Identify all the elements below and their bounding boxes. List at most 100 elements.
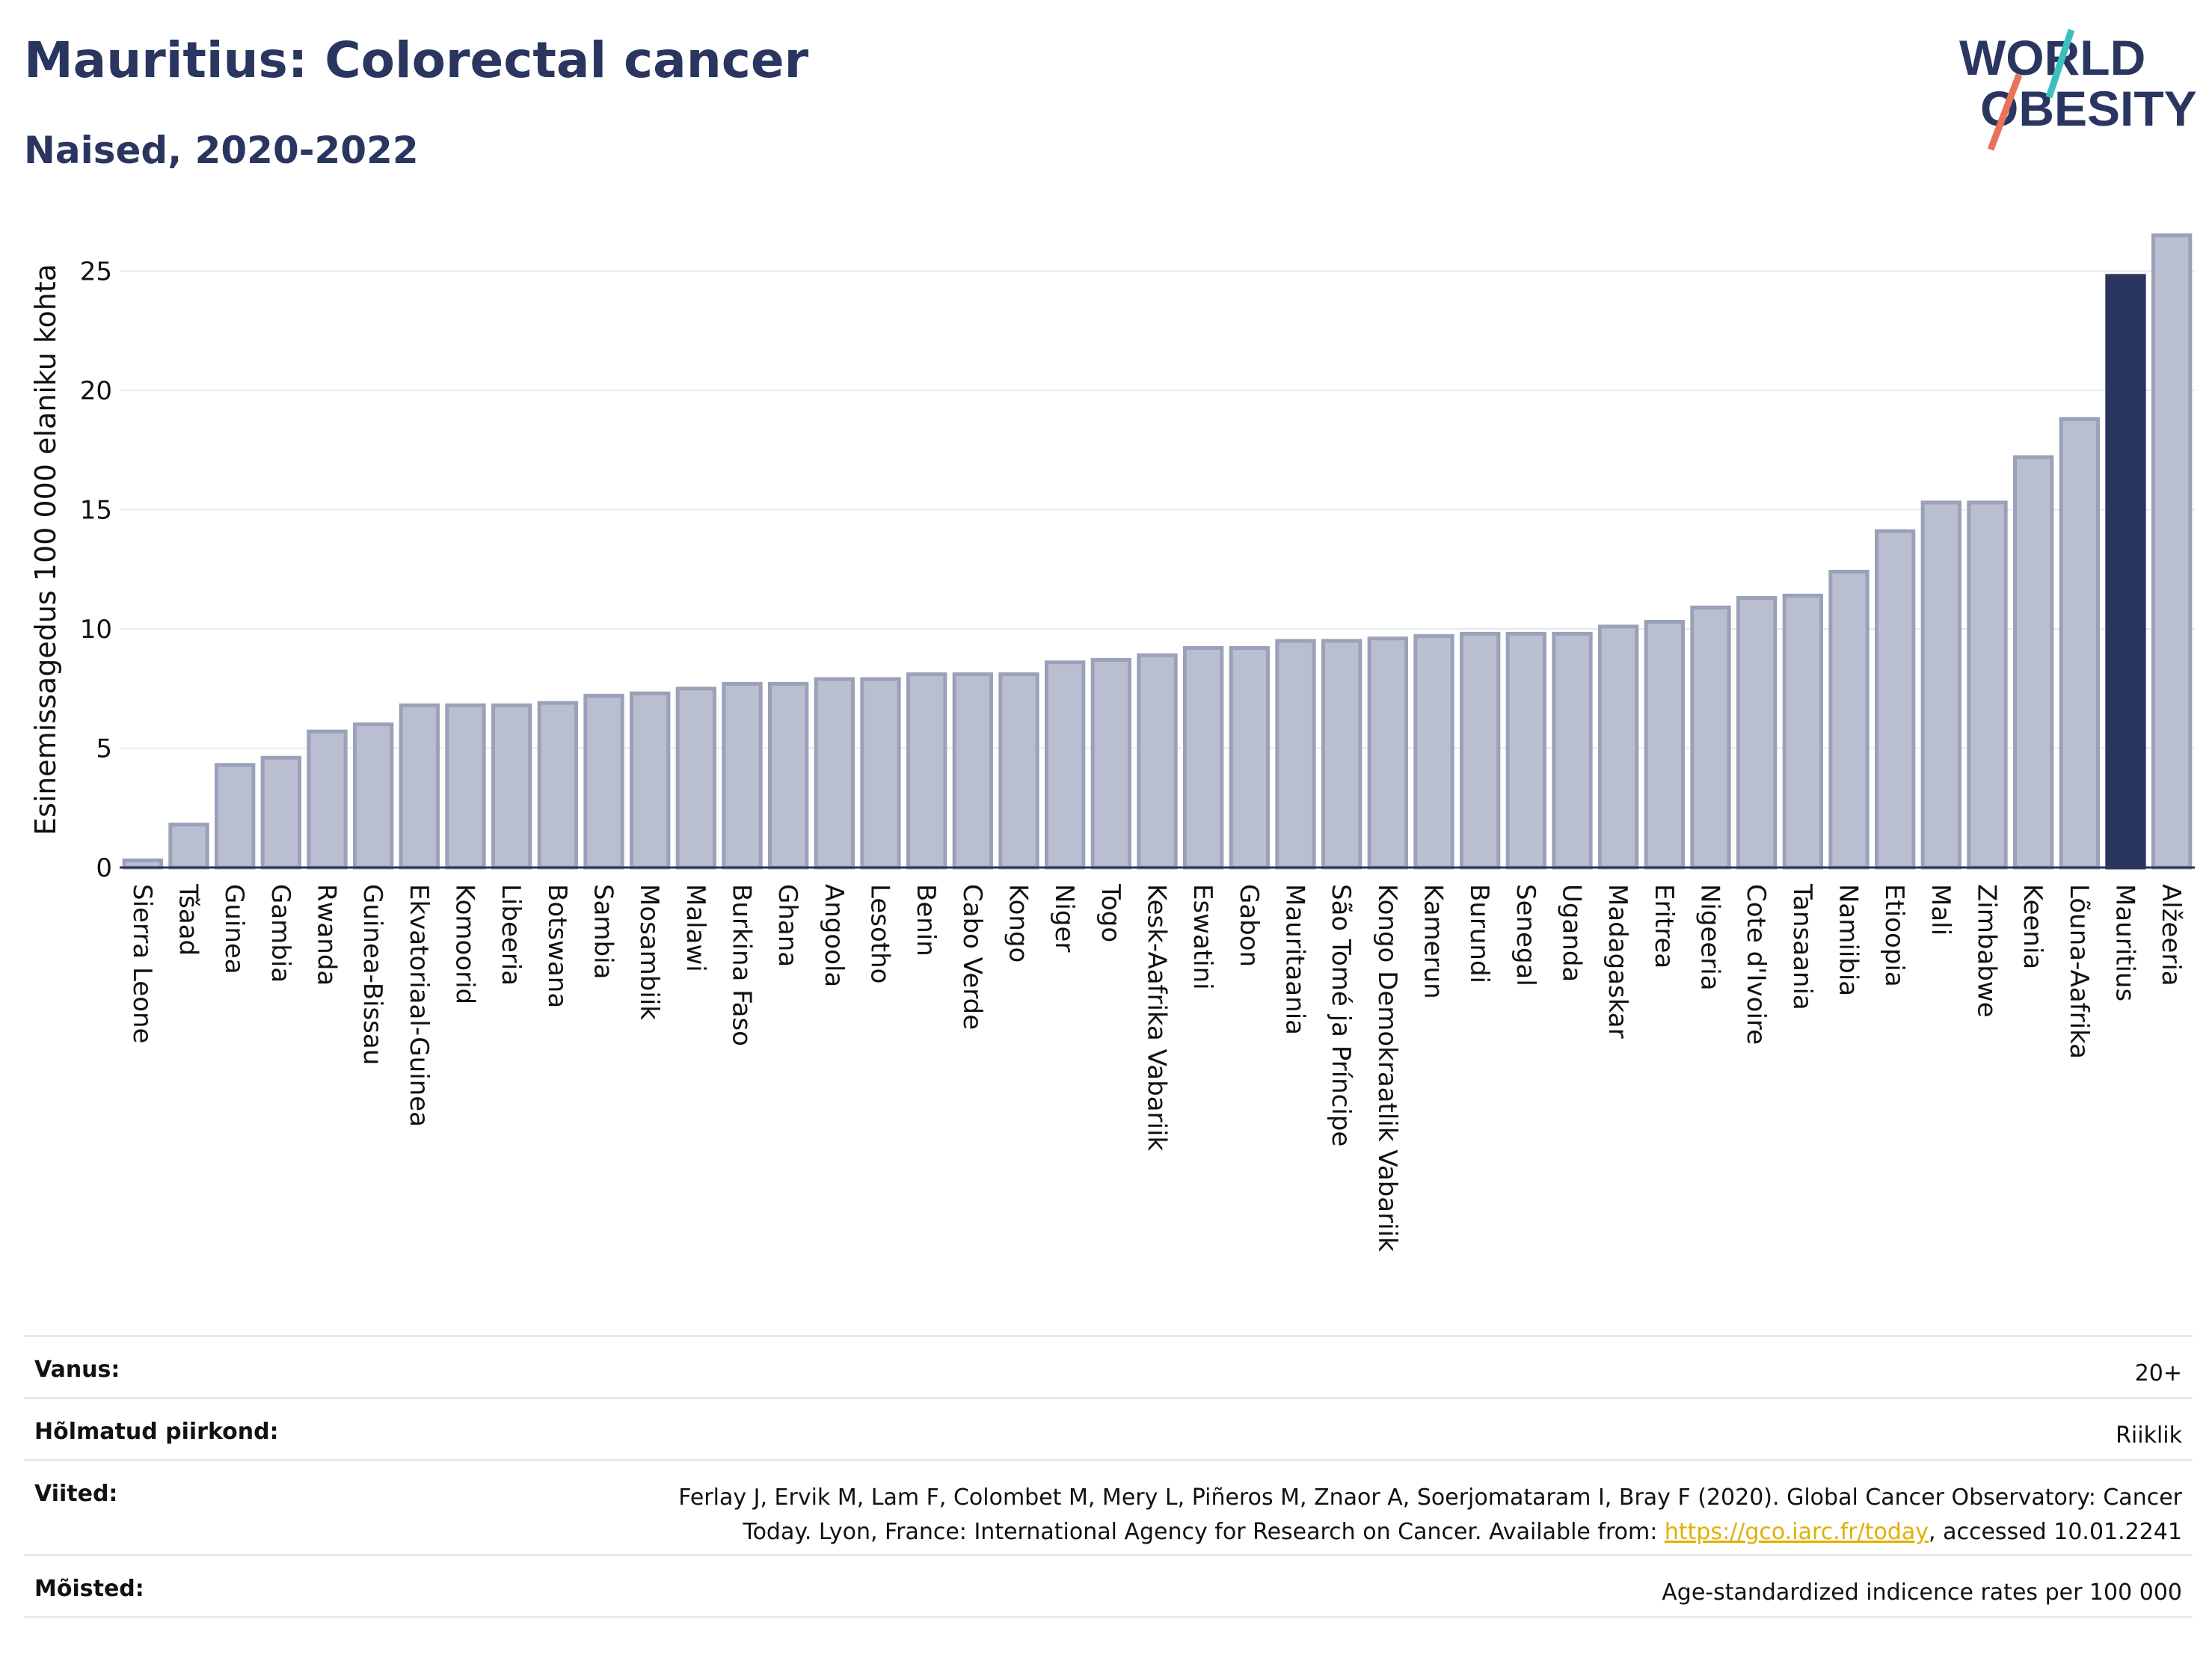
regions-value: Riiklik [2116, 1422, 2182, 1449]
bar [768, 681, 809, 870]
bar [998, 672, 1039, 870]
footer-row-references: Viited: Ferlay J, Ervik M, Lam F, Colomb… [24, 1459, 2193, 1554]
x-tick-label: Benin [911, 884, 941, 957]
bar [491, 703, 532, 870]
bar [1321, 639, 1362, 870]
x-tick-label: Eswatini [1188, 884, 1217, 990]
bar [2013, 455, 2054, 870]
bar [445, 703, 486, 870]
chart-footer: Vanus: 20+ Hõlmatud piirkond: Riiklik Vi… [24, 1335, 2193, 1618]
bar [1875, 529, 1916, 870]
x-tick-label: Lõuna-Aafrika [2064, 884, 2094, 1059]
x-tick-label: Senegal [1511, 884, 1540, 986]
bars [122, 233, 2193, 870]
bar [1967, 500, 2008, 870]
x-tick-label: Etioopia [1879, 884, 1909, 987]
x-tick-label: São Tomé ja Príncipe [1326, 884, 1356, 1146]
y-tick-label: 0 [96, 853, 112, 883]
x-tick-label: Zimbabwe [1972, 884, 2002, 1018]
x-tick-label: Kamerun [1419, 884, 1448, 999]
refs-line2-pre: Today. Lyon, France: International Agenc… [743, 1519, 1665, 1545]
x-tick-label: Mauritius [2110, 884, 2140, 1001]
refs-line2: Today. Lyon, France: International Agenc… [547, 1515, 2182, 1550]
bar [814, 677, 855, 870]
x-tick-label: Cabo Verde [957, 884, 987, 1030]
x-tick-label: Tansaania [1787, 883, 1817, 1010]
bar [260, 755, 301, 870]
bar-chart: 0 5 10 15 20 25 Sierra Leone Tšaad Guinea Gambia… [29, 233, 2195, 1252]
y-axis-label: Esinemissagedus 100 000 elaniku kohta [29, 264, 62, 835]
bar [1690, 605, 1731, 870]
bar [1090, 657, 1131, 870]
refs-line2-post: , accessed 10.01.2241 [1929, 1519, 2182, 1545]
y-tick-label: 5 [96, 734, 112, 764]
regions-label: Hõlmatud piirkond: [34, 1419, 279, 1445]
x-tick-label: Kongo Demokraatlik Vabariik [1372, 884, 1402, 1252]
logo-slash-teal [2045, 28, 2075, 99]
bar [630, 691, 671, 870]
bar [906, 672, 947, 870]
logo-line1: WORLD [1959, 30, 2145, 85]
x-tick-label: Kesk-Aafrika Vabariik [1142, 884, 1172, 1151]
bar [537, 701, 579, 870]
bar [860, 677, 901, 870]
bar [952, 672, 993, 870]
bar [1552, 631, 1593, 870]
x-tick-label: Komoorid [450, 884, 480, 1004]
y-tick-label: 15 [80, 496, 112, 526]
bar [1367, 636, 1408, 870]
footer-row-regions: Hõlmatud piirkond: Riiklik [24, 1397, 2193, 1459]
bar [307, 729, 348, 870]
x-tick-label: Botswana [542, 884, 572, 1008]
refs-label: Viited: [34, 1481, 118, 1507]
bar [1598, 624, 1639, 870]
page-title: Mauritius: Colorectal cancer [24, 31, 809, 89]
x-tick-label: Namiibia [1834, 884, 1864, 996]
bar [1644, 619, 1686, 870]
bar [399, 703, 440, 870]
bar [168, 823, 209, 870]
x-tick-label: Sambia [589, 884, 618, 979]
x-tick-label: Nigeeria [1695, 884, 1725, 991]
x-tick-label: Keenia [2018, 884, 2047, 969]
x-tick-label: Angoola [819, 884, 849, 987]
bar [2059, 417, 2101, 870]
bar [1275, 639, 1316, 870]
footer-row-age: Vanus: 20+ [24, 1335, 2193, 1397]
x-tick-label: Burkina Faso [727, 884, 757, 1046]
refs-line1: Ferlay J, Ervik M, Lam F, Colombet M, Me… [678, 1484, 2182, 1511]
bar [1736, 596, 1778, 870]
x-tick-label: Guinea [219, 884, 249, 974]
page-subtitle: Naised, 2020-2022 [24, 129, 419, 172]
bar [1505, 631, 1546, 870]
defs-value: Age-standardized indicence rates per 100… [1662, 1579, 2182, 1606]
x-tick-label: Malawi [681, 884, 710, 972]
x-tick-label: Lesotho [865, 884, 895, 983]
x-tick-label: Mosambiik [634, 884, 664, 1020]
bar [1413, 634, 1454, 870]
x-tick-label: Cote d'Ivoire [1741, 884, 1771, 1045]
x-tick-label: Eritrea [1649, 884, 1679, 968]
refs-link[interactable]: https://gco.iarc.fr/today [1664, 1519, 1929, 1545]
x-tick-label: Togo [1096, 883, 1125, 942]
bar [1045, 660, 1086, 870]
y-tick-label: 25 [80, 257, 112, 287]
refs-value: Ferlay J, Ervik M, Lam F, Colombet M, Me… [24, 1461, 2193, 1550]
x-tick-labels: Sierra Leone Tšaad Guinea Gambia Rwanda Guine… [127, 883, 2186, 1252]
x-tick-label: Gabon [1234, 884, 1264, 967]
bar [675, 687, 717, 870]
bar [1229, 646, 1270, 870]
x-tick-label: Uganda [1557, 884, 1587, 982]
bar [353, 722, 394, 870]
x-tick-label: Niger [1049, 884, 1079, 952]
bar-highlighted [2105, 274, 2146, 870]
x-tick-label: Mali [1926, 884, 1956, 936]
x-tick-label: Guinea-Bissau [357, 884, 387, 1065]
footer-row-definitions: Mõisted: Age-standardized indicence rate… [24, 1554, 2193, 1618]
bar [583, 693, 624, 870]
bar [2151, 233, 2193, 870]
bar [1183, 646, 1224, 870]
bar [1920, 500, 1962, 870]
y-tick-label: 10 [80, 615, 112, 645]
x-tick-label: Rwanda [312, 884, 342, 986]
